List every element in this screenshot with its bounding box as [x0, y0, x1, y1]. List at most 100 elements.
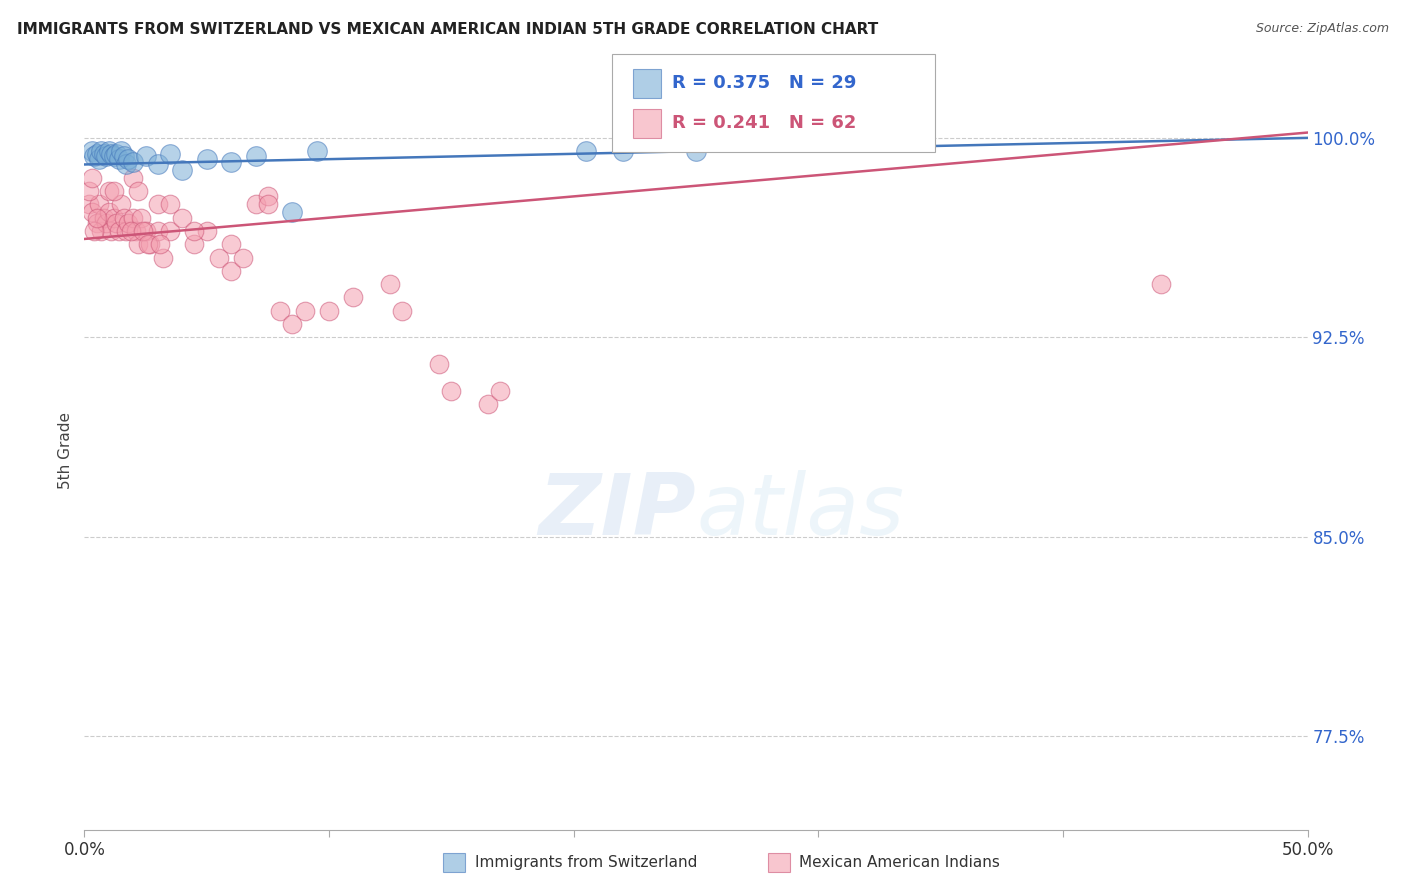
Point — [440, 384, 463, 398]
Point — [257, 197, 280, 211]
Point — [129, 211, 152, 225]
Point — [77, 197, 100, 211]
Point — [219, 264, 242, 278]
Point — [110, 144, 132, 158]
Point — [97, 184, 120, 198]
Point — [115, 157, 138, 171]
Point — [90, 224, 112, 238]
Point — [132, 224, 155, 238]
Point — [107, 224, 129, 238]
Point — [477, 397, 499, 411]
Point — [149, 237, 172, 252]
Point — [575, 144, 598, 158]
Text: Source: ZipAtlas.com: Source: ZipAtlas.com — [1256, 22, 1389, 36]
Point — [612, 144, 634, 158]
Point — [342, 291, 364, 305]
Point — [489, 384, 512, 398]
Point — [183, 224, 205, 238]
Point — [115, 224, 138, 238]
Point — [127, 184, 149, 198]
Point — [93, 146, 115, 161]
Point — [305, 144, 328, 158]
Point — [96, 216, 118, 230]
Point — [97, 205, 120, 219]
Point — [183, 237, 205, 252]
Point — [159, 197, 181, 211]
Point — [685, 144, 707, 158]
Point — [112, 211, 135, 225]
Point — [122, 154, 145, 169]
Point — [159, 146, 181, 161]
Point — [93, 211, 115, 225]
Point — [1150, 277, 1173, 292]
Point — [80, 144, 103, 158]
Point — [269, 303, 291, 318]
Point — [80, 170, 103, 185]
Point — [117, 152, 139, 166]
Point — [427, 357, 450, 371]
Point — [135, 224, 157, 238]
Point — [195, 152, 218, 166]
Point — [146, 157, 169, 171]
Point — [87, 152, 110, 166]
Point — [103, 149, 125, 163]
Point — [103, 184, 125, 198]
Point — [195, 224, 218, 238]
Point — [391, 303, 413, 318]
Point — [159, 224, 181, 238]
Point — [77, 184, 100, 198]
Y-axis label: 5th Grade: 5th Grade — [58, 412, 73, 489]
Point — [294, 303, 316, 318]
Point — [139, 237, 162, 252]
Point — [86, 211, 108, 225]
Point — [87, 197, 110, 211]
Point — [117, 216, 139, 230]
Point — [245, 197, 267, 211]
Point — [100, 224, 122, 238]
Point — [172, 162, 194, 177]
Point — [80, 205, 103, 219]
Point — [127, 237, 149, 252]
Point — [86, 216, 108, 230]
Point — [122, 170, 145, 185]
Point — [146, 224, 169, 238]
Point — [107, 152, 129, 166]
Point — [83, 224, 105, 238]
Point — [318, 303, 340, 318]
Point — [90, 144, 112, 158]
Text: ZIP: ZIP — [538, 469, 696, 553]
Point — [110, 197, 132, 211]
Text: Immigrants from Switzerland: Immigrants from Switzerland — [475, 855, 697, 870]
Point — [122, 211, 145, 225]
Point — [281, 205, 304, 219]
Point — [83, 149, 105, 163]
Point — [97, 144, 120, 158]
Point — [208, 251, 231, 265]
Text: Mexican American Indians: Mexican American Indians — [799, 855, 1000, 870]
Point — [172, 211, 194, 225]
Point — [136, 237, 159, 252]
Point — [100, 146, 122, 161]
Point — [96, 149, 118, 163]
Point — [135, 149, 157, 163]
Point — [105, 146, 128, 161]
Text: atlas: atlas — [696, 469, 904, 553]
Point — [86, 146, 108, 161]
Text: IMMIGRANTS FROM SWITZERLAND VS MEXICAN AMERICAN INDIAN 5TH GRADE CORRELATION CHA: IMMIGRANTS FROM SWITZERLAND VS MEXICAN A… — [17, 22, 879, 37]
Text: R = 0.241   N = 62: R = 0.241 N = 62 — [672, 114, 856, 132]
Point — [219, 237, 242, 252]
Point — [103, 211, 125, 225]
Text: R = 0.375   N = 29: R = 0.375 N = 29 — [672, 74, 856, 92]
Point — [105, 216, 128, 230]
Point — [146, 197, 169, 211]
Point — [219, 154, 242, 169]
Point — [281, 317, 304, 331]
Point — [232, 251, 254, 265]
Point — [152, 251, 174, 265]
Point — [380, 277, 402, 292]
Point — [112, 149, 135, 163]
Point — [245, 149, 267, 163]
Point — [120, 224, 142, 238]
Point — [125, 224, 148, 238]
Point — [257, 189, 280, 203]
